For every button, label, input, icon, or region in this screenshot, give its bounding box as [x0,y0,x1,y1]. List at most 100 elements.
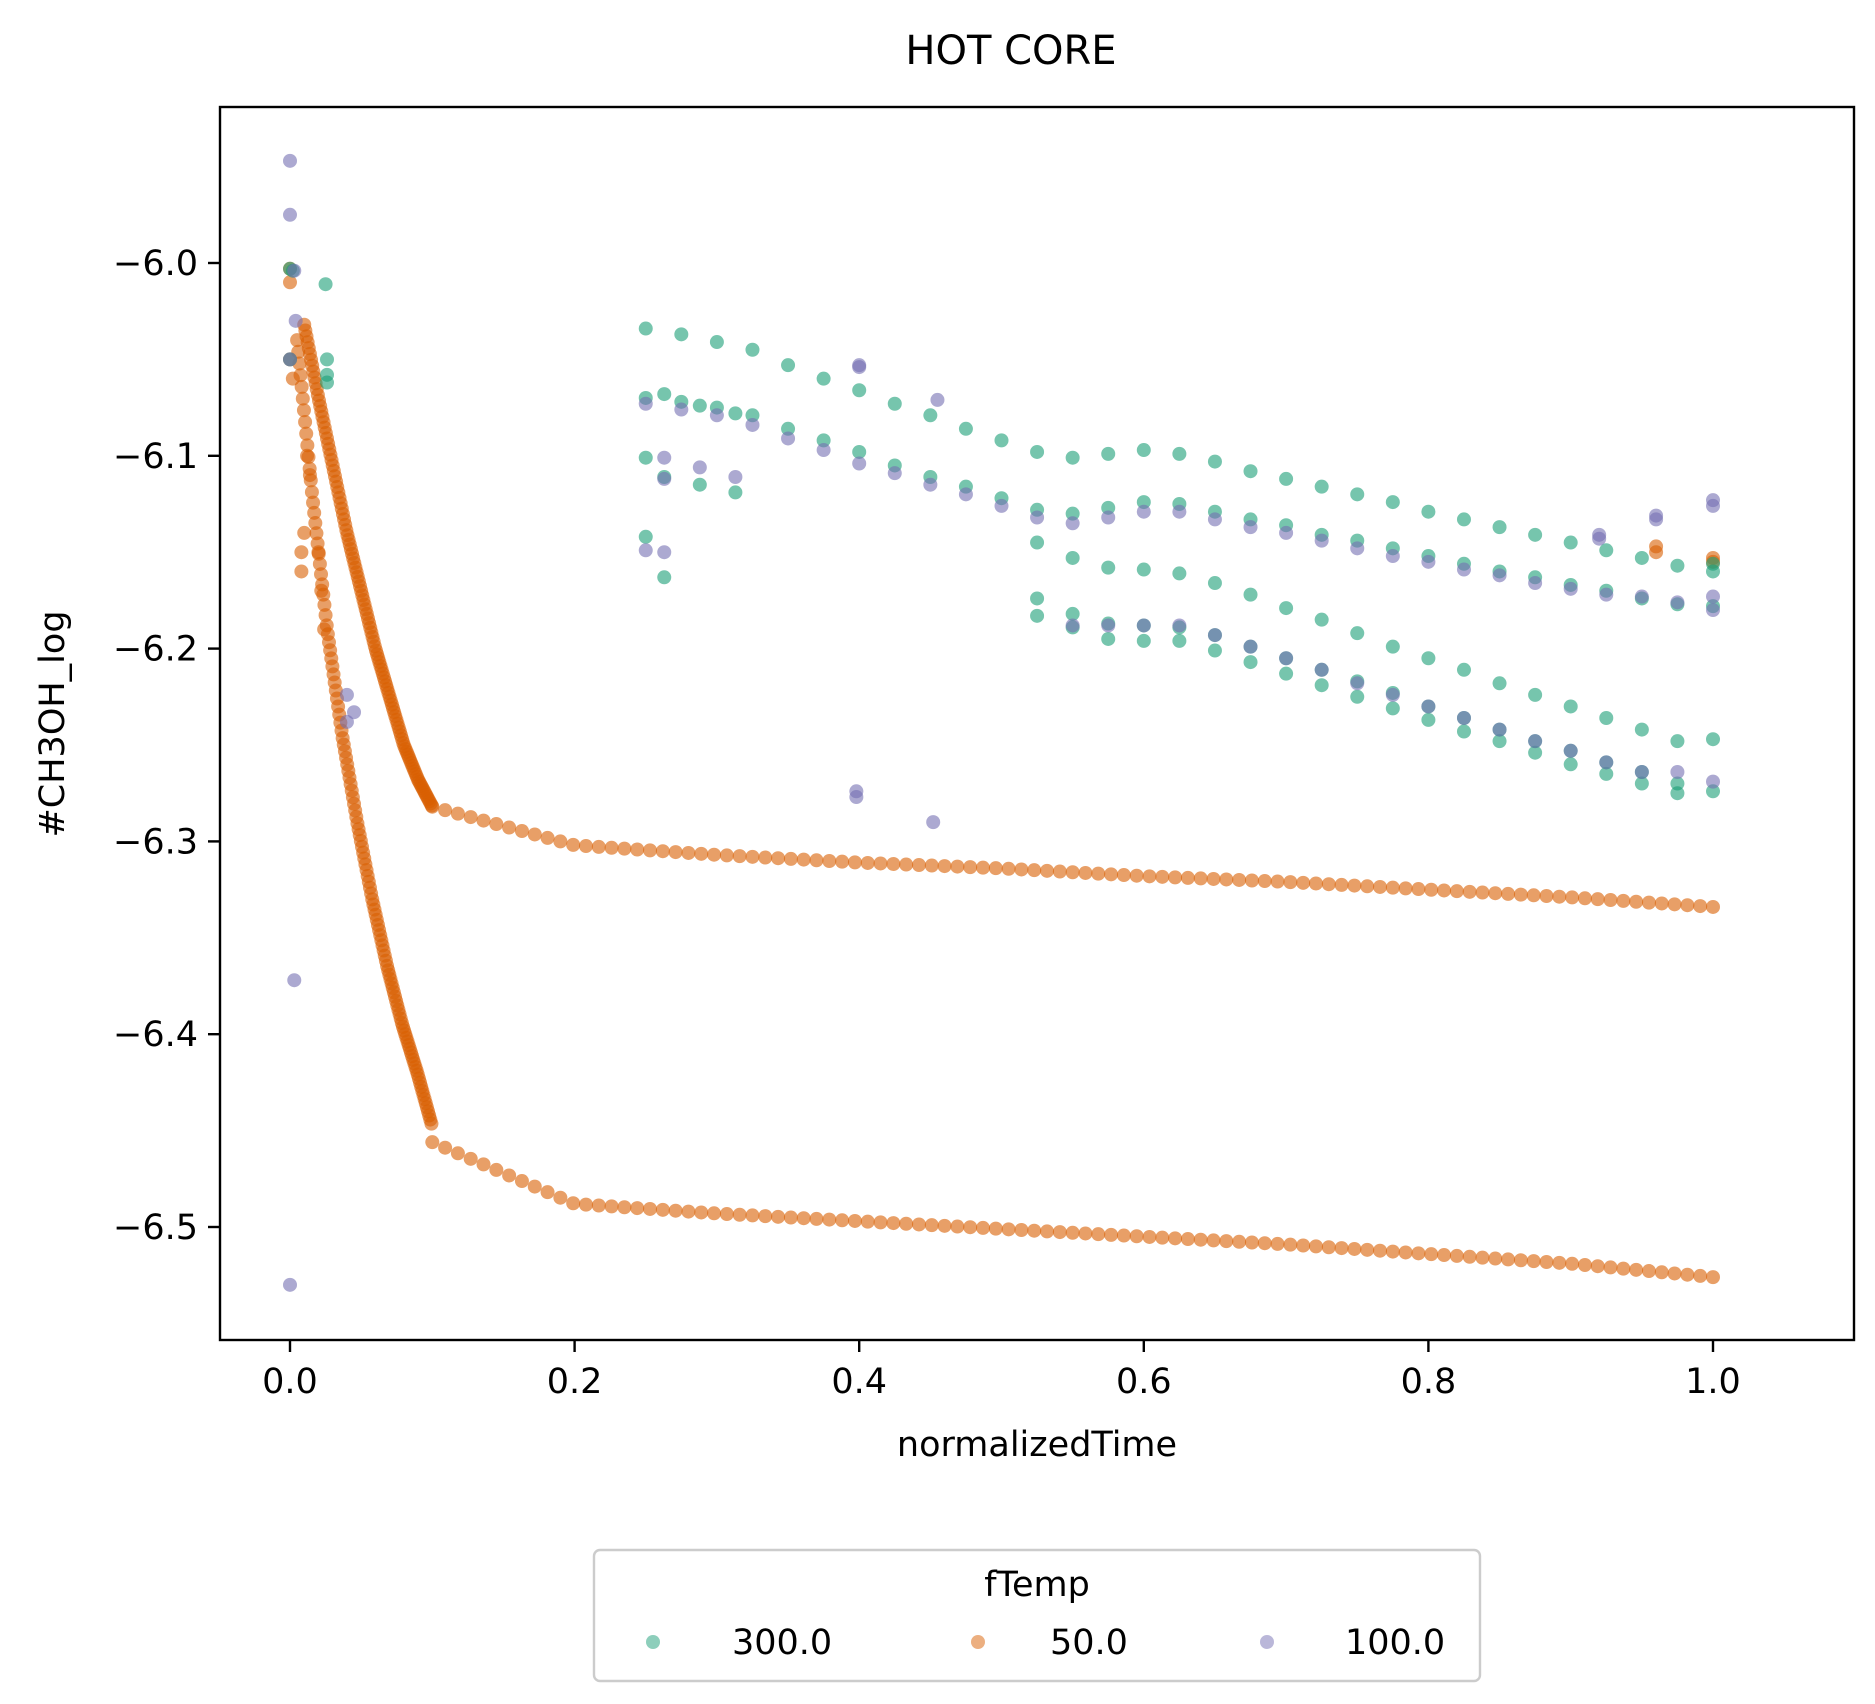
data-point-ftemp-100-0 [745,417,760,432]
data-point-ftemp-50-0 [1040,1224,1055,1239]
data-point-ftemp-50-0 [553,834,568,849]
data-point-ftemp-50-0 [450,806,465,821]
data-point-ftemp-50-0 [1296,875,1311,890]
data-point-ftemp-50-0 [950,859,965,874]
data-point-ftemp-300-0 [1065,506,1080,521]
data-point-ftemp-50-0 [604,840,619,855]
data-point-ftemp-50-0 [318,608,333,623]
legend-entry-label: 300.0 [732,1623,832,1663]
data-point-ftemp-50-0 [1027,1223,1042,1238]
data-point-ftemp-50-0 [450,1146,465,1161]
data-point-ftemp-50-0 [758,1209,773,1224]
data-point-ftemp-300-0 [1136,633,1151,648]
data-point-ftemp-100-0 [1136,504,1151,519]
data-point-ftemp-100-0 [1065,516,1080,531]
data-point-ftemp-300-0 [728,485,743,500]
data-point-ftemp-50-0 [502,820,517,835]
data-point-ftemp-300-0 [1243,464,1258,479]
data-point-ftemp-300-0 [1101,631,1116,646]
data-point-ftemp-50-0 [1475,1250,1490,1265]
data-point-ftemp-50-0 [1257,1236,1272,1251]
data-point-ftemp-300-0 [1030,444,1045,459]
data-point-ftemp-100-0 [692,460,707,475]
data-point-ftemp-50-0 [317,597,332,612]
data-point-ftemp-50-0 [309,526,324,541]
data-point-ftemp-50-0 [758,850,773,865]
data-point-ftemp-50-0 [1193,1232,1208,1247]
data-point-ftemp-50-0 [297,525,312,540]
data-point-ftemp-300-0 [958,421,973,436]
data-point-ftemp-100-0 [1065,618,1080,633]
data-point-ftemp-50-0 [1308,1239,1323,1254]
data-point-ftemp-50-0 [1629,1262,1644,1277]
data-point-ftemp-100-0 [339,714,354,729]
data-point-ftemp-50-0 [771,1209,786,1224]
data-point-ftemp-50-0 [1488,886,1503,901]
data-point-ftemp-300-0 [1065,606,1080,621]
legend: fTemp 300.0 50.0 100.0 [592,1548,1482,1683]
data-point-ftemp-50-0 [1116,1228,1131,1243]
data-point-ftemp-300-0 [319,352,334,367]
data-point-ftemp-300-0 [1314,479,1329,494]
data-point-ftemp-50-0 [681,845,696,860]
data-point-ftemp-300-0 [1634,776,1649,791]
data-point-ftemp-50-0 [540,830,555,845]
data-point-ftemp-300-0 [816,371,831,386]
data-point-ftemp-50-0 [1155,869,1170,884]
data-point-ftemp-300-0 [1279,666,1294,681]
data-point-ftemp-100-0 [1528,734,1543,749]
data-point-ftemp-50-0 [1706,899,1720,914]
data-point-ftemp-300-0 [745,342,760,357]
data-point-ftemp-100-0 [657,471,672,486]
data-point-ftemp-300-0 [1065,550,1080,565]
legend-entry-label: 50.0 [1050,1623,1128,1663]
data-point-ftemp-100-0 [852,360,867,375]
data-point-ftemp-300-0 [1528,687,1543,702]
scatter-points [283,153,1720,1292]
data-point-ftemp-50-0 [886,856,901,871]
data-point-ftemp-300-0 [1492,676,1507,691]
data-point-ftemp-50-0 [290,333,305,348]
data-point-ftemp-50-0 [1373,879,1388,894]
legend-marker [1260,1635,1274,1649]
data-point-ftemp-50-0 [1142,869,1157,884]
data-point-ftemp-50-0 [1232,872,1247,887]
data-point-ftemp-300-0 [692,398,707,413]
data-point-ftemp-100-0 [1243,639,1258,654]
data-point-ftemp-50-0 [1526,888,1541,903]
data-point-ftemp-100-0 [283,352,297,367]
x-tick-label: 1.0 [1685,1362,1741,1402]
data-point-ftemp-50-0 [1475,885,1490,900]
x-axis: 0.0 0.2 0.4 0.6 0.8 1.0 [262,1340,1741,1402]
data-point-ftemp-50-0 [591,1198,606,1213]
data-point-ftemp-300-0 [745,408,760,423]
data-point-ftemp-300-0 [1385,639,1400,654]
data-point-ftemp-100-0 [1385,549,1400,564]
data-point-ftemp-300-0 [1136,495,1151,510]
data-point-ftemp-300-0 [1456,662,1471,677]
data-point-ftemp-50-0 [745,1208,760,1223]
data-point-ftemp-100-0 [816,443,831,458]
data-point-ftemp-100-0 [1706,774,1720,789]
data-point-ftemp-50-0 [308,516,323,531]
data-point-ftemp-50-0 [1270,1236,1285,1251]
data-point-ftemp-50-0 [1065,1225,1080,1240]
data-point-ftemp-300-0 [1207,643,1222,658]
data-point-ftemp-50-0 [299,426,314,441]
data-point-ftemp-50-0 [302,468,317,483]
data-point-ftemp-100-0 [1421,699,1436,714]
data-point-ftemp-300-0 [1456,512,1471,527]
data-point-ftemp-50-0 [1385,880,1400,895]
data-point-ftemp-300-0 [1385,495,1400,510]
data-point-ftemp-50-0 [719,848,734,863]
data-point-ftemp-50-0 [1706,1270,1720,1285]
data-point-ftemp-100-0 [1670,595,1685,610]
data-point-ftemp-100-0 [1243,520,1258,535]
data-point-ftemp-300-0 [1136,443,1151,458]
data-point-ftemp-50-0 [1693,1268,1708,1283]
chart-title: HOT CORE [905,28,1116,74]
data-point-ftemp-300-0 [1706,732,1720,747]
data-point-ftemp-50-0 [1398,1245,1413,1260]
data-point-ftemp-50-0 [643,1201,658,1216]
data-point-ftemp-300-0 [1030,535,1045,550]
